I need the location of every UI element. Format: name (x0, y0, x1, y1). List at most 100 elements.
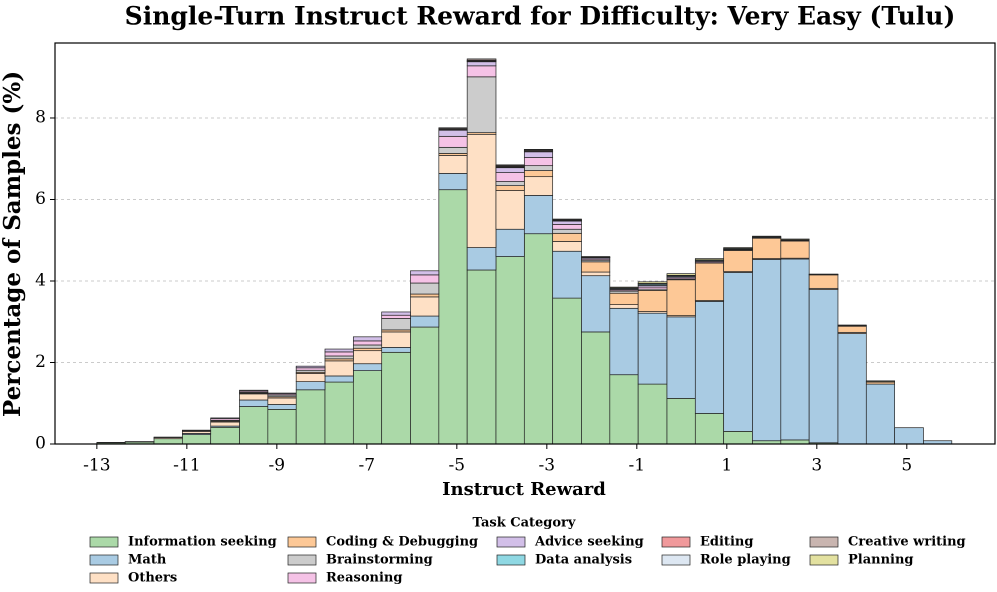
bar (181, 434, 212, 445)
plot-frame (54, 42, 996, 445)
bar (410, 282, 440, 295)
bar (523, 195, 554, 235)
bar (466, 61, 497, 67)
bar (523, 170, 554, 178)
bar (438, 173, 468, 191)
legend-swatch (287, 572, 317, 584)
y-axis-label: Percentage of Samples (%) (0, 71, 26, 417)
bar (381, 314, 411, 319)
legend-label: Reasoning (326, 571, 402, 586)
legend-swatch (89, 572, 119, 584)
bar (410, 296, 440, 317)
bar (438, 146, 468, 154)
bar (723, 247, 753, 249)
bar (523, 233, 554, 445)
bar (552, 232, 582, 242)
bar (295, 373, 326, 382)
bar (352, 344, 383, 349)
bar (324, 348, 354, 353)
x-tick-label: -3 (539, 456, 556, 476)
bar (466, 133, 497, 248)
bar (239, 399, 269, 407)
legend-swatch (809, 554, 839, 566)
legend-label: Advice seeking (534, 535, 644, 550)
bar (495, 172, 525, 182)
x-tick-label: -13 (83, 456, 110, 476)
bar (752, 259, 782, 442)
bar (324, 375, 354, 383)
bar (894, 427, 924, 445)
y-tick-label: 4 (35, 270, 46, 290)
bar (381, 318, 411, 331)
bar (694, 413, 725, 445)
bar (523, 157, 554, 167)
legend-swatch (89, 554, 119, 566)
bar (495, 228, 525, 257)
bar (295, 367, 326, 371)
bar (609, 292, 639, 305)
legend-swatch (496, 554, 526, 566)
bar (239, 393, 269, 401)
bar (438, 189, 468, 445)
bar (637, 290, 668, 312)
bar (837, 325, 867, 333)
legend-swatch (661, 536, 691, 548)
y-tick-label: 2 (35, 352, 46, 372)
bar (808, 289, 839, 444)
bar (780, 439, 810, 445)
x-axis-label: Instruct Reward (442, 479, 606, 500)
legend-label: Editing (700, 535, 753, 550)
x-tick-label: -7 (359, 456, 376, 476)
legend-label: Math (128, 553, 167, 568)
bar (609, 286, 639, 289)
x-tick-label: 1 (721, 456, 732, 476)
bar (352, 336, 383, 342)
bar (352, 370, 383, 445)
bar (609, 307, 639, 376)
legend-label: Brainstorming (326, 553, 433, 568)
bar (609, 374, 639, 445)
x-tick-label: -9 (269, 456, 286, 476)
bar (381, 331, 411, 348)
bar (295, 365, 326, 369)
bar (552, 241, 582, 252)
bar (666, 279, 696, 316)
x-tick-label: 5 (901, 456, 912, 476)
legend-swatch (661, 554, 691, 566)
legend-swatch (89, 536, 119, 548)
bar (495, 185, 525, 191)
bar (267, 409, 297, 445)
bar (324, 355, 354, 360)
bar (609, 304, 639, 309)
bar (466, 65, 497, 78)
bar (410, 315, 440, 328)
bar (865, 380, 896, 382)
bar (694, 301, 725, 414)
bar (267, 397, 297, 405)
bar (410, 326, 440, 445)
bar (552, 223, 582, 230)
bar (637, 281, 668, 284)
bar (581, 271, 611, 277)
bar (752, 237, 782, 259)
bar (466, 247, 497, 271)
bar (210, 417, 240, 420)
bar (295, 381, 326, 391)
bar (495, 256, 525, 445)
bar (381, 347, 411, 353)
y-tick-label: 0 (35, 434, 46, 454)
bar (352, 347, 383, 352)
legend-swatch (496, 536, 526, 548)
bar (666, 398, 696, 445)
legend-title: Task Category (473, 516, 576, 531)
legend-label: Others (128, 571, 177, 586)
bar (865, 383, 896, 445)
bar (352, 363, 383, 371)
bar (808, 274, 839, 289)
bar (495, 181, 525, 186)
bar (267, 404, 297, 410)
bar (552, 297, 582, 445)
bar (410, 293, 440, 298)
legend-label: Creative writing (848, 535, 966, 550)
x-tick-label: 3 (811, 456, 822, 476)
